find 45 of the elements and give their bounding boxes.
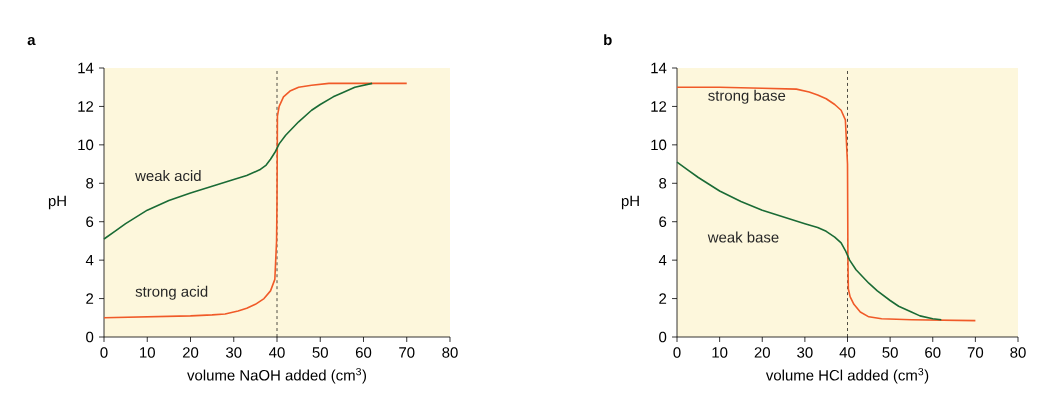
y-tick-label: 4 xyxy=(658,255,667,266)
series-label: strong acid xyxy=(135,285,208,300)
y-tick-label: 12 xyxy=(78,101,94,112)
y-tick-label: 10 xyxy=(651,139,667,151)
y-tick-label: 8 xyxy=(659,177,667,189)
y-axis-title: pH xyxy=(621,195,639,210)
x-tick-label: 80 xyxy=(1010,347,1026,358)
x-tick-label: 0 xyxy=(100,347,108,358)
x-tick-label: 60 xyxy=(925,347,941,358)
x-tick-label: 10 xyxy=(712,347,728,358)
series-label: strong base xyxy=(708,89,786,104)
y-tick-label: 4 xyxy=(85,255,94,266)
y-axis-title: pH xyxy=(48,195,66,210)
y-tick-label: 14 xyxy=(78,62,94,74)
x-tick-label: 50 xyxy=(882,347,898,358)
x-tick-label: 10 xyxy=(140,347,155,358)
x-axis-title: volume HCl added (cm$^{3}$) xyxy=(765,367,929,384)
series-label: weak base xyxy=(707,231,779,243)
x-tick-label: 30 xyxy=(797,347,813,358)
y-tick-label: 12 xyxy=(651,101,667,112)
y-tick-label: 8 xyxy=(86,177,94,189)
y-tick-label: 2 xyxy=(86,293,94,304)
series-label: weak acid xyxy=(135,170,201,182)
x-tick-label: 40 xyxy=(269,347,285,358)
chart-title: b xyxy=(604,34,612,46)
x-tick-label: 70 xyxy=(967,347,984,358)
x-tick-label: 0 xyxy=(673,347,681,358)
x-tick-label: 50 xyxy=(312,347,328,358)
x-tick-label: 70 xyxy=(399,347,415,358)
y-tick-label: 6 xyxy=(659,216,667,227)
x-tick-label: 40 xyxy=(839,347,856,358)
x-tick-label: 20 xyxy=(182,347,199,358)
x-axis-title: volume NaOH added (cm$^{3}$) xyxy=(187,367,367,384)
y-tick-label: 0 xyxy=(86,331,94,343)
y-tick-label: 14 xyxy=(651,62,667,74)
y-tick-label: 10 xyxy=(78,139,94,151)
x-tick-label: 60 xyxy=(355,347,372,358)
x-tick-label: 20 xyxy=(754,347,770,358)
y-tick-label: 0 xyxy=(659,331,667,343)
x-tick-label: 80 xyxy=(442,347,458,358)
y-tick-label: 6 xyxy=(86,216,94,227)
chart-title: a xyxy=(27,36,36,46)
x-tick-label: 30 xyxy=(226,347,242,358)
y-tick-label: 2 xyxy=(659,293,667,304)
line-series xyxy=(676,86,977,322)
